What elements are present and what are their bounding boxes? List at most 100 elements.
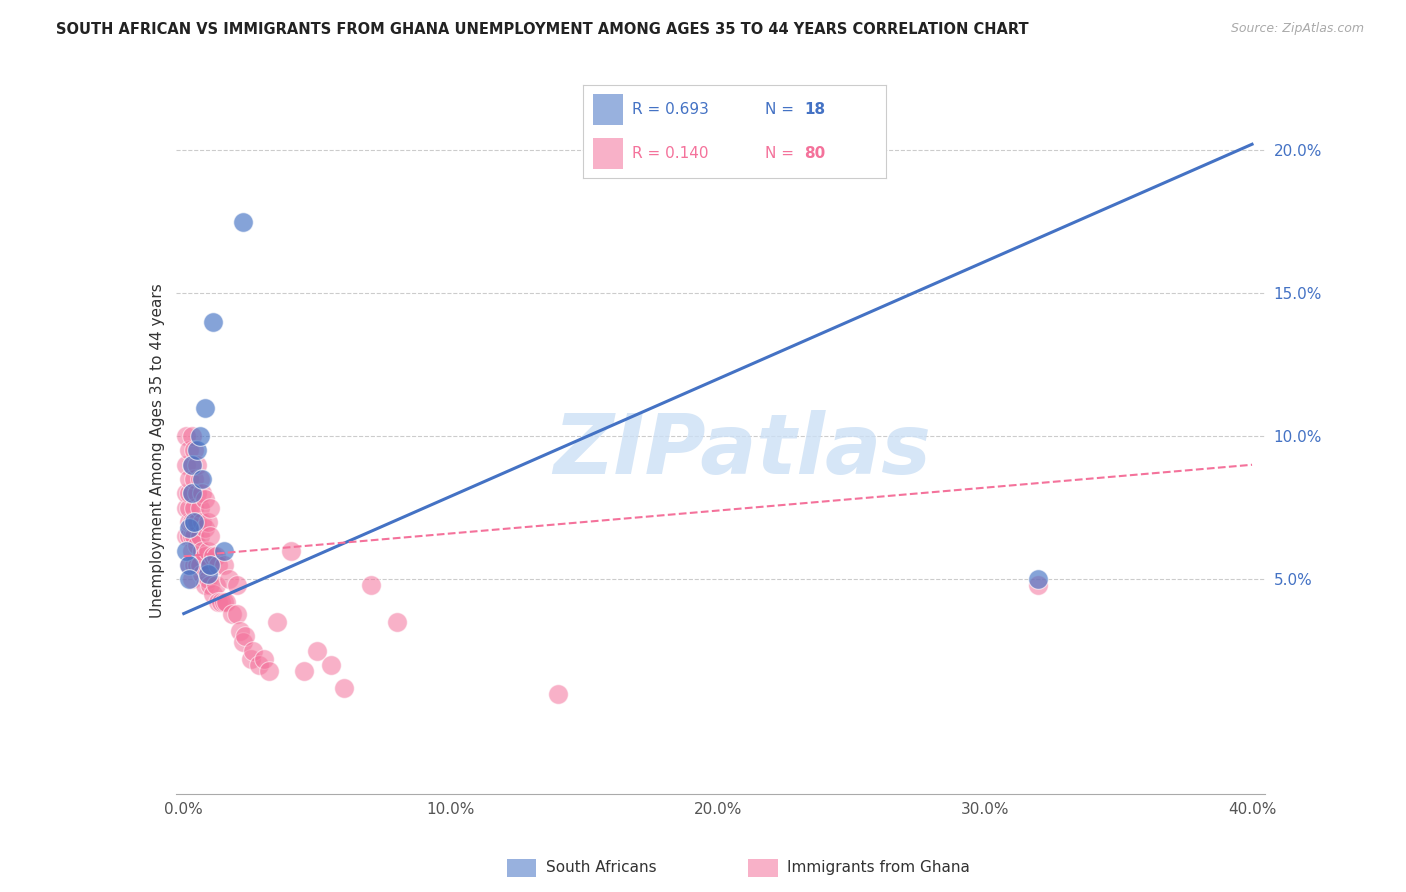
Point [1028,572,1050,586]
Point [176,458,198,472]
Point [186,458,208,472]
Point [266,615,288,630]
Point [212,558,235,572]
Point [177,486,200,500]
Point [180,572,202,586]
Point [226,607,249,621]
Point [188,472,211,486]
Bar [748,858,778,878]
Point [233,630,256,644]
Point [191,472,214,486]
Point [360,578,382,592]
Bar [592,138,623,169]
Point [207,595,229,609]
Point [188,558,211,572]
Point [197,543,219,558]
Point [188,529,211,543]
Point [183,558,205,572]
Point [226,578,249,592]
Point [188,429,211,443]
Text: 18: 18 [804,102,825,117]
Point [231,635,253,649]
Point [186,486,208,500]
Point [177,572,200,586]
Point [194,521,217,535]
Point [200,578,222,592]
Point [204,578,226,592]
Point [188,500,211,515]
Y-axis label: Unemployment Among Ages 35 to 44 years: Unemployment Among Ages 35 to 44 years [149,283,165,618]
Point [229,624,252,638]
Point [177,472,200,486]
Point [191,566,214,581]
Point [239,652,262,666]
Point [177,521,200,535]
Point [292,664,315,678]
Point [212,595,235,609]
Point [197,515,219,529]
Point [177,529,200,543]
Point [202,586,225,600]
Point [180,458,202,472]
Point [197,572,219,586]
Point [218,572,240,586]
Point [253,652,276,666]
Point [200,529,222,543]
Point [177,515,200,529]
Point [280,543,302,558]
Text: R = 0.693: R = 0.693 [631,102,709,117]
Point [191,543,214,558]
Text: 80: 80 [804,146,825,161]
Point [191,515,214,529]
Point [176,486,198,500]
Point [194,401,217,415]
Point [180,486,202,500]
Point [319,658,342,673]
Text: SOUTH AFRICAN VS IMMIGRANTS FROM GHANA UNEMPLOYMENT AMONG AGES 35 TO 44 YEARS CO: SOUTH AFRICAN VS IMMIGRANTS FROM GHANA U… [56,22,1029,37]
Point [180,529,202,543]
Point [176,529,198,543]
Point [186,515,208,529]
Point [547,687,569,701]
Point [307,644,329,658]
Point [176,543,198,558]
Point [242,644,264,658]
Point [176,429,198,443]
Point [212,543,235,558]
Point [180,515,202,529]
Point [186,538,208,552]
Point [183,472,205,486]
Point [333,681,356,695]
Point [204,549,226,564]
Point [186,558,208,572]
Point [200,558,222,572]
Point [387,615,409,630]
Point [183,500,205,515]
Point [221,607,243,621]
Point [197,566,219,581]
Point [257,664,280,678]
Point [180,486,202,500]
Point [231,214,253,228]
Point [191,486,214,500]
Point [200,558,222,572]
Point [180,458,202,472]
Point [186,443,208,458]
Point [207,558,229,572]
Point [183,515,205,529]
Point [194,578,217,592]
Point [1028,578,1050,592]
Point [194,549,217,564]
Point [180,543,202,558]
Point [215,595,238,609]
Point [177,558,200,572]
Point [176,500,198,515]
Bar [592,95,623,125]
Text: South Africans: South Africans [546,861,657,875]
Text: Immigrants from Ghana: Immigrants from Ghana [787,861,970,875]
Point [183,443,205,458]
Point [200,500,222,515]
Point [202,549,225,564]
Point [183,529,205,543]
Bar [506,858,536,878]
